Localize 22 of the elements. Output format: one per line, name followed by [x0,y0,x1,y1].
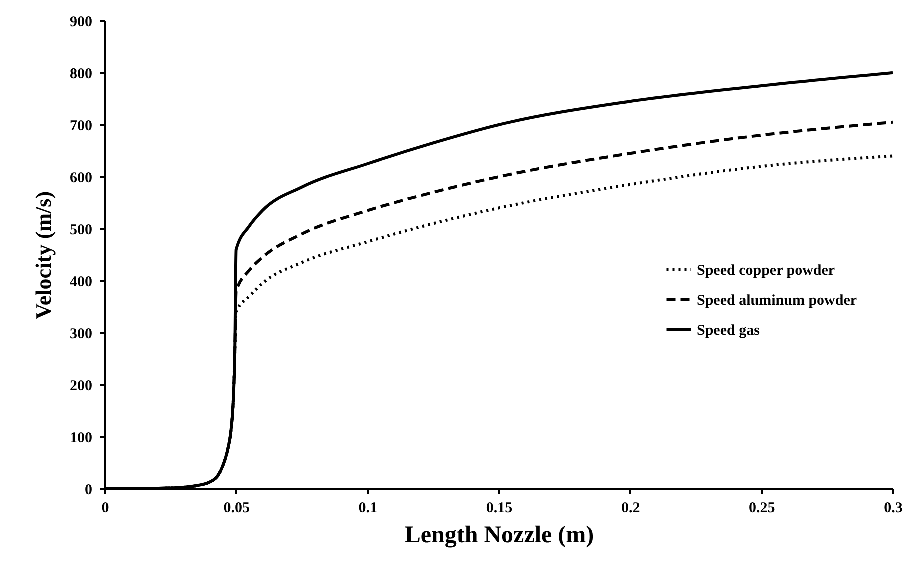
x-tick-label: 0.2 [621,500,640,516]
x-axis-title: Length Nozzle (m) [404,522,594,548]
legend-label: Speed copper powder [697,263,836,279]
y-tick-label: 300 [70,326,92,342]
y-tick-label: 200 [70,378,92,394]
x-tick-label: 0.15 [486,500,513,516]
x-tick-label: 0.25 [749,500,776,516]
y-tick-label: 900 [70,14,92,30]
y-tick-label: 800 [70,66,92,82]
y-tick-label: 400 [70,274,92,290]
y-tick-label: 100 [70,430,92,446]
x-tick-label: 0 [102,500,110,516]
y-tick-label: 500 [70,222,92,238]
x-tick-label: 0.3 [884,500,903,516]
x-tick-label: 0.05 [224,500,250,516]
y-tick-label: 600 [70,170,92,186]
y-axis-title: Velocity (m/s) [31,191,56,320]
legend-label: Speed aluminum powder [697,293,858,309]
y-tick-label: 0 [85,482,92,498]
legend-label: Speed gas [697,323,760,339]
x-tick-label: 0.1 [358,500,378,516]
y-tick-label: 700 [70,118,92,134]
